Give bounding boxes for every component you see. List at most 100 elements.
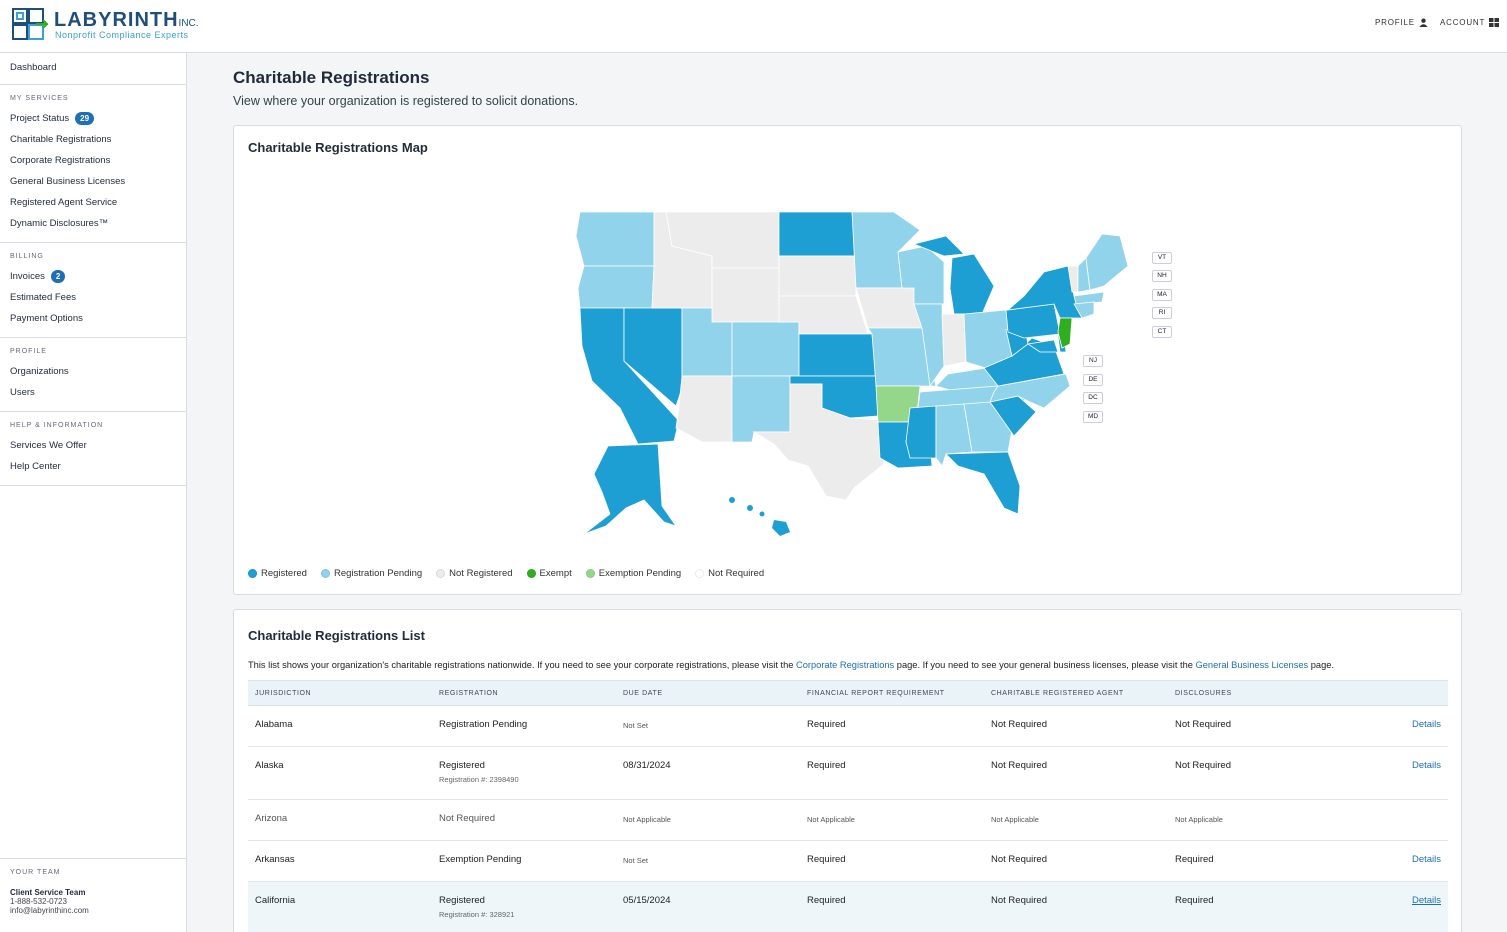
sidebar-item-payment-options[interactable]: Payment Options — [10, 313, 83, 324]
registration-status: Registered — [439, 895, 485, 906]
sidebar-item-charitable-registrations[interactable]: Charitable Registrations — [10, 134, 112, 145]
cell-due-date: Not Applicable — [616, 799, 800, 841]
cell-financial: Not Applicable — [800, 799, 984, 841]
state-north-dakota — [778, 211, 857, 257]
top-header: LABYRINTHINC. Nonprofit Compliance Exper… — [0, 0, 1507, 53]
cell-financial: Required — [800, 840, 984, 882]
legend-item: Exemption Pending — [585, 568, 682, 579]
details-link[interactable]: Details — [1411, 895, 1441, 906]
list-intro: This list shows your organization's char… — [248, 660, 1334, 670]
details-link[interactable]: Details — [1411, 854, 1441, 865]
legend-swatch — [585, 569, 595, 578]
state-tag-ma[interactable]: MA — [1152, 289, 1172, 301]
sidebar-item-dynamic-disclosures[interactable]: Dynamic Disclosures™ — [10, 218, 109, 229]
account-menu[interactable]: ACCOUNT — [1440, 18, 1500, 27]
page-title: Charitable Registrations — [233, 68, 430, 87]
table-row[interactable]: Alaska Registered Registration #: 2398490… — [248, 746, 1448, 800]
sidebar-item-estimated-fees[interactable]: Estimated Fees — [10, 292, 76, 303]
cell-details: Details — [1352, 881, 1448, 932]
state-tag-nh[interactable]: NH — [1152, 270, 1172, 282]
state-illinois — [913, 303, 945, 388]
list-card-title: Charitable Registrations List — [248, 628, 425, 643]
sidebar-section-title: HELP & INFORMATION — [10, 422, 104, 429]
sidebar-section-billing: BILLING Invoices 2 Estimated Fees Payment… — [0, 243, 186, 338]
table-row[interactable]: Arizona Not Required Not Applicable Not … — [248, 799, 1448, 841]
state-massachusetts — [1073, 291, 1105, 305]
intro-text: This list shows your organization's char… — [248, 660, 796, 670]
intro-text: page. — [1308, 660, 1335, 670]
sidebar-item-general-business-licenses[interactable]: General Business Licenses — [10, 176, 126, 187]
details-link[interactable]: Details — [1411, 760, 1441, 771]
sidebar-item-users[interactable]: Users — [10, 387, 35, 398]
cell-due-date: 05/15/2024 — [616, 881, 800, 932]
account-label: ACCOUNT — [1440, 18, 1486, 27]
legend-item: Registered — [248, 568, 307, 579]
state-tag-ct[interactable]: CT — [1152, 326, 1172, 338]
table-row[interactable]: Alabama Registration Pending Not Set Req… — [248, 705, 1448, 747]
sidebar-item-corporate-registrations[interactable]: Corporate Registrations — [10, 155, 111, 166]
state-tag-ri[interactable]: RI — [1152, 307, 1172, 319]
table-row[interactable]: California Registered Registration #: 328… — [248, 881, 1448, 932]
brand-tagline: Nonprofit Compliance Experts — [55, 30, 189, 40]
details-link[interactable]: Details — [1411, 719, 1441, 730]
legend-label: Not Required — [708, 568, 765, 579]
team-phone[interactable]: 1-888-532-0723 — [10, 897, 67, 906]
state-washington — [575, 211, 655, 267]
cell-due-date: Not Set — [616, 705, 800, 747]
state-tag-md[interactable]: MD — [1083, 411, 1103, 423]
sidebar-item-registered-agent-service[interactable]: Registered Agent Service — [10, 197, 118, 208]
sidebar-item-invoices[interactable]: Invoices 2 — [0, 266, 186, 287]
state-hawaii-2 — [747, 505, 753, 511]
sidebar-item-help-center[interactable]: Help Center — [10, 461, 61, 472]
cell-jurisdiction: California — [248, 881, 432, 932]
state-hawaii-3 — [759, 511, 765, 517]
cell-agent: Not Applicable — [984, 799, 1168, 841]
state-michigan — [949, 253, 995, 315]
state-kansas — [798, 333, 877, 377]
state-colorado — [731, 321, 800, 377]
profile-menu[interactable]: PROFILE — [1375, 18, 1428, 27]
team-email[interactable]: info@labyrinthinc.com — [10, 906, 89, 915]
state-tag-de[interactable]: DE — [1083, 374, 1103, 386]
corporate-registrations-link[interactable]: Corporate Registrations — [796, 660, 895, 670]
general-business-licenses-link[interactable]: General Business Licenses — [1195, 660, 1309, 670]
sidebar-item-dashboard[interactable]: Dashboard — [10, 62, 57, 73]
column-header[interactable]: DUE DATE — [616, 680, 800, 706]
registrations-table: JURISDICTION REGISTRATION DUE DATE FINAN… — [248, 680, 1448, 932]
state-tag-vt[interactable]: VT — [1152, 252, 1172, 264]
state-tag-dc[interactable]: DC — [1083, 392, 1103, 404]
column-header[interactable]: DISCLOSURES — [1168, 680, 1352, 706]
legend-swatch — [436, 569, 446, 578]
sidebar-item-label: Project Status — [10, 113, 70, 124]
cell-financial: Required — [800, 881, 984, 932]
column-header[interactable]: JURISDICTION — [248, 680, 432, 706]
cell-registration: Not Required — [432, 799, 616, 841]
column-header[interactable]: FINANCIAL REPORT REQUIREMENT — [800, 680, 984, 706]
team-title: YOUR TEAM — [10, 869, 61, 876]
column-header[interactable]: CHARITABLE REGISTERED AGENT — [984, 680, 1168, 706]
state-iowa — [855, 287, 923, 329]
cell-disclosures: Required — [1168, 881, 1352, 932]
table-header-row: JURISDICTION REGISTRATION DUE DATE FINAN… — [248, 680, 1448, 706]
cell-jurisdiction: Arizona — [248, 799, 432, 841]
cell-due-date: Not Set — [616, 840, 800, 882]
legend-label: Registration Pending — [333, 568, 423, 579]
us-states-map[interactable] — [554, 196, 1174, 546]
state-new-jersey — [1057, 317, 1073, 349]
state-tag-nj[interactable]: NJ — [1083, 355, 1103, 367]
state-wyoming — [711, 267, 780, 323]
sidebar: Dashboard MY SERVICES Project Status 29 C… — [0, 53, 187, 932]
table-row[interactable]: Arkansas Exemption Pending Not Set Requi… — [248, 840, 1448, 882]
cell-financial: Required — [800, 746, 984, 800]
sidebar-section-help: HELP & INFORMATION Services We Offer Hel… — [0, 412, 186, 486]
labyrinth-logo[interactable]: LABYRINTHINC. Nonprofit Compliance Exper… — [12, 8, 199, 44]
cell-details: Details — [1352, 705, 1448, 747]
cell-agent: Not Required — [984, 705, 1168, 747]
sidebar-item-services-we-offer[interactable]: Services We Offer — [10, 440, 87, 451]
legend-swatch — [526, 569, 536, 578]
sidebar-item-project-status[interactable]: Project Status 29 — [0, 108, 186, 129]
legend-label: Exemption Pending — [598, 568, 682, 579]
sidebar-item-organizations[interactable]: Organizations — [10, 366, 69, 377]
column-header[interactable]: REGISTRATION — [432, 680, 616, 706]
state-maryland — [1026, 339, 1059, 353]
